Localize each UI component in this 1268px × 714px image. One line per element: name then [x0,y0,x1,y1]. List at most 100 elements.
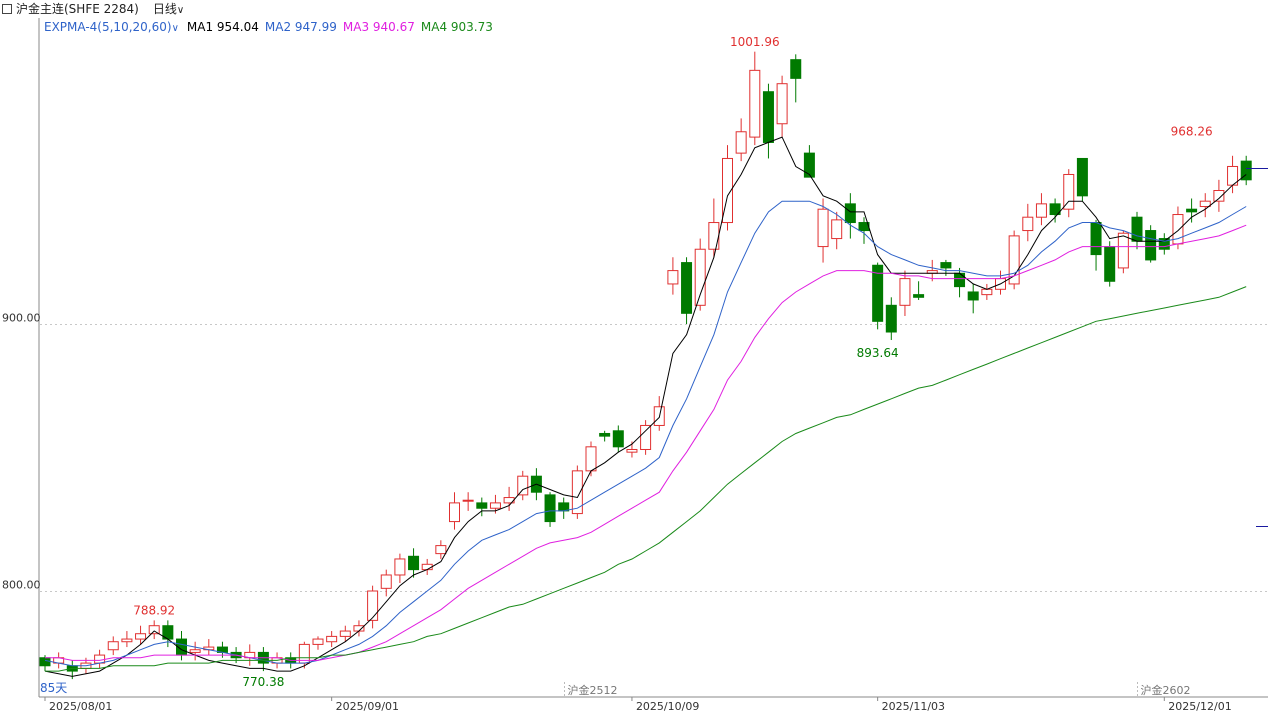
candle-body [1117,232,1129,269]
candle-body [722,157,733,224]
candle-body [640,424,652,450]
candle-body [885,304,897,333]
series-line-ma3 [45,224,1247,661]
candle-body [1240,160,1252,181]
x-tick-label: 2025/12/01 [1168,700,1231,713]
candle-body [803,152,815,178]
legend-ma4: MA4 903.73 [420,20,493,34]
candle-body [1049,203,1061,216]
candle-body [435,545,447,555]
chevron-down-icon: ∨ [176,5,185,16]
candle-body [380,574,392,589]
candle-body [1158,238,1170,250]
candle-body [776,83,788,125]
candle-body [1145,230,1157,261]
x-tick-label: 2025/10/09 [636,700,699,713]
x-tick-label: 2025/09/01 [336,700,399,713]
candle-body [585,446,597,472]
candle-body [544,494,556,523]
candle-body [1076,157,1088,197]
candle-body [694,248,706,306]
candle-body [667,270,679,285]
candle-body [790,59,802,79]
candle-body [967,291,979,301]
candle-body [39,657,51,667]
legend-ma1: MA1 954.04 [186,20,259,34]
candle-body [1213,190,1225,202]
candle-body [1131,216,1143,242]
candle-body [339,630,351,637]
candle-body [462,499,474,502]
contract-roll-label: 沪金2512 [568,683,618,697]
candle-body [312,638,324,645]
candle-body [954,272,966,288]
candle-body [476,502,488,509]
candle-body [1199,200,1211,208]
series-line-ma1 [44,136,1247,677]
x-tick-label: 2025/11/03 [882,700,945,713]
candle-body [899,278,911,306]
candle-body [189,649,201,653]
candle-body [121,638,133,643]
candle-body [1035,203,1047,218]
candle-body [326,635,338,643]
candle-body [913,294,925,298]
candle-body [940,262,952,269]
candle-body [681,262,693,314]
series-line-ma4 [45,286,1247,672]
candle-body [626,448,638,453]
candle-body [1090,222,1102,256]
candle-body [449,502,460,523]
candle-body [599,432,611,437]
period-selector[interactable]: 日线∨ [153,2,184,16]
symbol-title: 沪金主连(SHFE 2284) [16,2,139,16]
high-price-label: 788.92 [133,604,175,618]
candle-body [367,590,379,621]
period-label: 日线 [152,2,177,16]
candle-body [517,475,529,496]
y-tick-label: 800.00 [2,579,41,592]
candle-body [558,502,570,512]
candle-body [817,208,829,248]
candle-body [1022,216,1034,232]
candle-body [353,625,365,632]
candle-body [571,470,583,515]
low-price-label: 770.38 [242,675,284,689]
candle-body [872,264,884,322]
high-price-label: 968.26 [1171,125,1213,139]
candle-body [148,625,160,635]
candle-body [844,203,856,224]
x-tick-label: 2025/08/01 [49,700,112,713]
candle-body [394,558,406,576]
window-icon[interactable] [2,4,12,14]
candle-body [489,502,501,509]
candle-body [762,91,774,143]
candle-body [421,563,433,571]
candle-body [612,430,624,448]
candle-body [135,633,147,640]
candle-body [408,555,420,571]
candle-body [1104,246,1116,282]
candle-body [831,219,843,240]
candle-body [1186,208,1198,213]
day-count-label: 85天 [40,681,67,695]
low-price-label: 893.64 [857,346,899,360]
candle-body [1008,235,1020,285]
candle-body [94,654,106,664]
candle-body [107,641,119,651]
candle-body [708,222,720,250]
indicator-name[interactable]: EXPMA-4(5,10,20,60) [44,20,172,34]
y-tick-label: 900.00 [2,312,41,325]
candle-body [735,131,747,154]
indicator-legend: EXPMA-4(5,10,20,60)∨ MA1 954.04 MA2 947.99… [44,18,499,38]
chart-header: 沪金主连(SHFE 2284) 日线∨ [0,0,1268,18]
candle-body [749,69,761,138]
chevron-down-icon[interactable]: ∨ [171,23,179,34]
high-price-label: 1001.96 [730,35,780,49]
candle-body [981,288,993,296]
contract-roll-label: 沪金2602 [1141,683,1191,697]
legend-ma3: MA3 940.67 [342,20,415,34]
legend-ma2: MA2 947.99 [264,20,337,34]
candle-body [1063,173,1075,210]
